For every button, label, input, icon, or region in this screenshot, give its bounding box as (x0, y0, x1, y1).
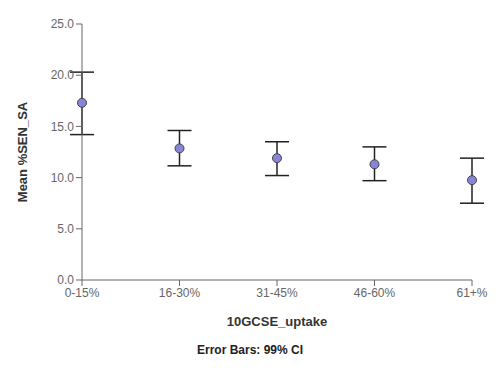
svg-text:31-45%: 31-45% (256, 286, 298, 300)
svg-text:0.0: 0.0 (57, 273, 74, 287)
svg-text:10GCSE_uptake: 10GCSE_uptake (227, 314, 327, 329)
svg-text:Mean %SEN_SA: Mean %SEN_SA (15, 101, 30, 202)
svg-text:15.0: 15.0 (51, 120, 75, 134)
svg-text:16-30%: 16-30% (159, 286, 201, 300)
svg-text:61+%: 61+% (456, 286, 487, 300)
svg-text:5.0: 5.0 (57, 222, 74, 236)
svg-text:0-15%: 0-15% (65, 286, 100, 300)
svg-text:20.0: 20.0 (51, 68, 75, 82)
svg-text:10.0: 10.0 (51, 171, 75, 185)
svg-text:46-60%: 46-60% (354, 286, 396, 300)
html-text:Error Bars: 99% CI: Error Bars: 99% CI (197, 343, 303, 357)
svg-text:25.0: 25.0 (51, 17, 75, 31)
